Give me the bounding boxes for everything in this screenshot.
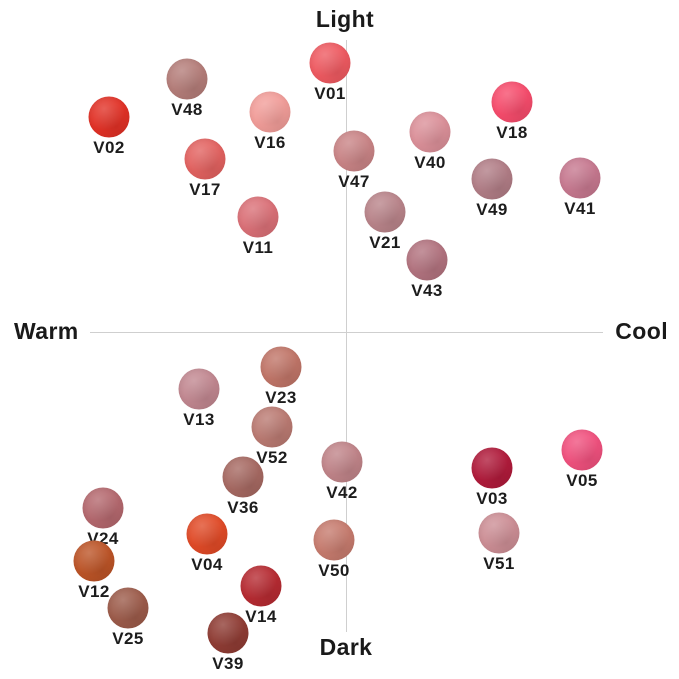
shade-label: V50 — [318, 561, 350, 580]
shade-label: V52 — [256, 448, 288, 467]
shade-swatch — [478, 512, 520, 554]
shade-swatch — [471, 447, 513, 489]
shade-swatch — [107, 587, 149, 629]
shade-label: V42 — [326, 483, 358, 502]
shade-swatch — [240, 565, 282, 607]
shade-swatch — [222, 456, 264, 498]
shade-label: V43 — [411, 281, 443, 300]
shade-swatch — [364, 191, 406, 233]
shade-swatch — [82, 487, 124, 529]
shade-swatch — [260, 346, 302, 388]
shade-label: V23 — [265, 388, 297, 407]
shade-label: V11 — [242, 238, 274, 257]
shade-label: V03 — [476, 489, 508, 508]
shade-label: V25 — [112, 629, 144, 648]
shade-label: V01 — [314, 84, 346, 103]
shade-swatch — [251, 406, 293, 448]
shade-label: V48 — [171, 100, 203, 119]
shade-label: V14 — [245, 607, 277, 626]
shade-swatch — [309, 42, 351, 84]
shade-swatch — [333, 130, 375, 172]
axis-label-warm: Warm — [14, 318, 79, 344]
shade-swatch — [249, 91, 291, 133]
shade-label: V12 — [78, 582, 110, 601]
shade-label: V04 — [191, 555, 223, 574]
shade-label: V17 — [189, 180, 221, 199]
shade-label: V41 — [564, 199, 596, 218]
shade-label: V47 — [338, 172, 370, 191]
shade-label: V36 — [227, 498, 259, 517]
axis-label-cool: Cool — [615, 318, 668, 344]
shade-label: V16 — [254, 133, 286, 152]
axis-label-light: Light — [315, 6, 375, 32]
shade-label: V39 — [212, 654, 244, 673]
shade-swatch — [166, 58, 208, 100]
shade-swatch — [178, 368, 220, 410]
shade-swatch — [561, 429, 603, 471]
shade-swatch — [186, 513, 228, 555]
shade-swatch — [406, 239, 448, 281]
shade-label: V51 — [483, 554, 515, 573]
warm-cool-axis-line — [90, 332, 603, 333]
axis-label-dark: Dark — [319, 634, 373, 660]
shade-swatch — [471, 158, 513, 200]
shade-label: V21 — [369, 233, 401, 252]
shade-swatch — [559, 157, 601, 199]
shade-swatch — [491, 81, 533, 123]
shade-label: V02 — [93, 138, 125, 157]
shade-label: V05 — [566, 471, 598, 490]
shade-swatch — [237, 196, 279, 238]
shade-swatch — [73, 540, 115, 582]
shade-label: V49 — [476, 200, 508, 219]
shade-label: V18 — [496, 123, 528, 142]
shade-label: V13 — [183, 410, 215, 429]
shade-swatch — [409, 111, 451, 153]
shade-label: V40 — [414, 153, 446, 172]
shade-swatch — [321, 441, 363, 483]
light-dark-axis-line — [346, 40, 347, 632]
shade-swatch — [207, 612, 249, 654]
shade-swatch — [313, 519, 355, 561]
shade-swatch — [88, 96, 130, 138]
shade-swatch — [184, 138, 226, 180]
